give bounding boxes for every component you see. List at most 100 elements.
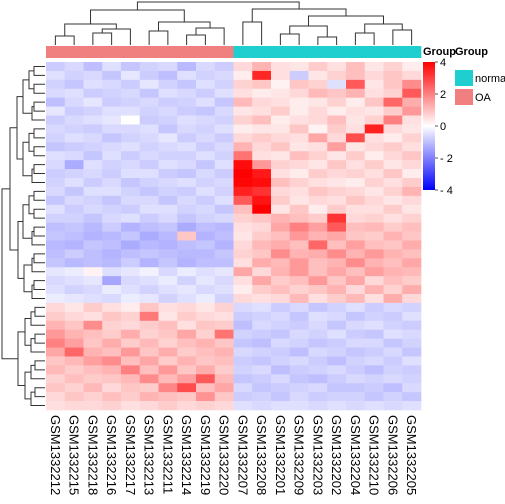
heatmap-cell [214, 62, 234, 72]
heatmap-cell [346, 151, 366, 161]
heatmap-cell [271, 311, 291, 322]
heatmap-cell [402, 70, 422, 81]
dendrogram-branch [33, 146, 45, 157]
heatmap-cell [177, 160, 197, 170]
heatmap-cell [252, 329, 272, 339]
heatmap-cell [364, 356, 384, 366]
heatmap-cell [83, 186, 103, 197]
heatmap-cell [64, 186, 84, 197]
heatmap-cell [121, 392, 141, 402]
heatmap-cell [383, 115, 403, 125]
heatmap-cell [196, 133, 216, 143]
heatmap-cell [196, 178, 216, 188]
heatmap-cell [289, 231, 309, 241]
heatmap-cell [346, 231, 366, 241]
heatmap-cell [289, 160, 309, 170]
heatmap-cell [102, 401, 122, 411]
heatmap-cell [364, 240, 384, 250]
heatmap-cell [121, 70, 141, 81]
heatmap-cell [252, 204, 272, 214]
heatmap-cell [83, 285, 103, 295]
heatmap-cell [83, 70, 103, 81]
heatmap-cell [364, 392, 384, 402]
heatmap-cell [402, 401, 422, 411]
heatmap-cell [64, 204, 84, 214]
dendrogram-branch [54, 35, 75, 45]
heatmap-cell [214, 320, 234, 330]
heatmap-cell [46, 160, 66, 170]
heatmap-cell [271, 222, 291, 232]
heatmap-cell [271, 276, 291, 286]
heatmap-cell [121, 186, 141, 197]
heatmap-cell [46, 356, 66, 366]
heatmap-cell [196, 347, 216, 357]
heatmap-cell [289, 97, 309, 107]
heatmap-cell [327, 88, 347, 98]
heatmap-cell [364, 70, 384, 81]
heatmap-cell [177, 392, 197, 402]
heatmap-cell [139, 365, 159, 375]
heatmap-cell [102, 258, 122, 268]
heatmap-cell [196, 311, 216, 322]
heatmap-cell [346, 178, 366, 188]
group-annotation-cell [289, 46, 309, 58]
dendrogram-branch [34, 306, 45, 317]
heatmap-cell [177, 142, 197, 152]
heatmap-cell [83, 240, 103, 250]
heatmap-cell [289, 178, 309, 188]
heatmap-cell [102, 169, 122, 179]
heatmap-cell [139, 213, 159, 223]
dendrogram-branch [1, 188, 18, 360]
heatmap-cell [158, 169, 178, 179]
heatmap-cell [158, 142, 178, 152]
group-annotation-cell [402, 46, 422, 58]
heatmap-cell [308, 338, 328, 348]
heatmap-cell [214, 195, 234, 206]
group-annotation-cell [346, 46, 366, 58]
heatmap-cell [64, 249, 84, 259]
heatmap-cell [121, 302, 141, 313]
heatmap-cell [364, 124, 384, 134]
heatmap-cell [158, 151, 178, 161]
heatmap-cell [139, 151, 159, 161]
heatmap-cell [214, 383, 234, 393]
heatmap-cell [289, 383, 309, 393]
heatmap-cell [214, 267, 234, 277]
heatmap-cell [327, 195, 347, 206]
heatmap-cell [214, 285, 234, 295]
heatmap-cell [327, 160, 347, 170]
heatmap-cell [46, 70, 66, 81]
heatmap-cell [346, 374, 366, 384]
heatmap-cell [214, 356, 234, 366]
heatmap-cell [402, 124, 422, 134]
heatmap-cell [364, 204, 384, 214]
heatmap-cell [233, 401, 253, 411]
heatmap-cell [364, 151, 384, 161]
heatmap-cell [252, 169, 272, 179]
heatmap-cell [346, 392, 366, 402]
heatmap-cell [177, 240, 197, 250]
heatmap-cell [46, 204, 66, 214]
group-annotation-cell [271, 46, 291, 58]
heatmap-cell [233, 285, 253, 295]
heatmap-cell [252, 311, 272, 322]
dendrogram-branch [158, 21, 211, 31]
color-scale-ticks: 4 2 0 - 2 - 4 [435, 57, 453, 197]
dendrogram-branch [28, 132, 34, 152]
heatmap-cell [364, 347, 384, 357]
heatmap-cell [102, 106, 122, 116]
heatmap-cell [308, 320, 328, 330]
heatmap-cell [346, 276, 366, 286]
dendrogram-branch [317, 36, 338, 45]
heatmap-cell [64, 195, 84, 206]
heatmap-cell [402, 347, 422, 357]
heatmap-cell [158, 383, 178, 393]
heatmap-cell [402, 106, 422, 116]
dendrogram-branch [28, 70, 34, 90]
heatmap-cell [64, 178, 84, 188]
heatmap-cell [327, 267, 347, 277]
heatmap-cell [196, 160, 216, 170]
heatmap-cell [402, 79, 422, 90]
heatmap-cell [383, 249, 403, 259]
